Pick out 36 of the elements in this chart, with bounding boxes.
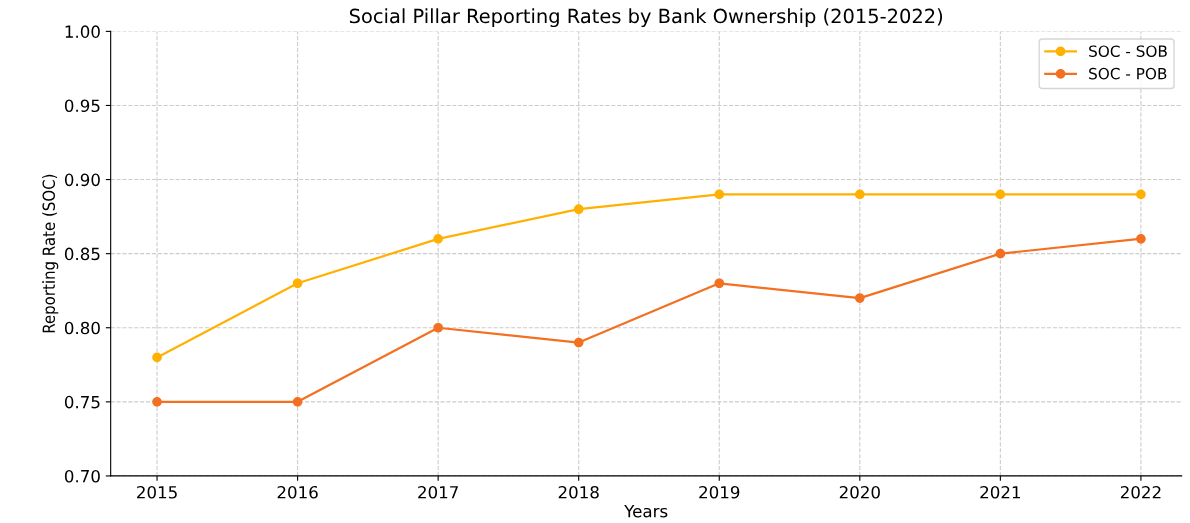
chart-title: Social Pillar Reporting Rates by Bank Ownership (2015-2022)	[349, 8, 943, 28]
point	[433, 322, 444, 333]
x-tick-label: 2021	[980, 485, 1021, 499]
x-axis-title: Years	[624, 505, 668, 518]
x-tick-label: 2022	[1120, 485, 1161, 499]
point	[292, 396, 303, 407]
point	[1136, 233, 1146, 244]
point	[714, 278, 725, 289]
point	[152, 396, 162, 407]
x-tick-label: 2018	[558, 485, 599, 499]
x-tick-label: 2015	[137, 485, 177, 499]
legend-label: SOC - SOB	[1089, 45, 1167, 57]
x-tick-label: 2016	[277, 485, 318, 499]
point	[292, 278, 303, 289]
y-axis-title: Reporting Rate (SOC)	[42, 174, 59, 333]
x-tick-label: 2019	[699, 485, 740, 499]
y-tick-label: 0.80	[64, 321, 100, 335]
point	[573, 337, 584, 348]
y-tick-label: 0.90	[64, 173, 100, 187]
point	[152, 352, 162, 363]
y-tick-label: 0.85	[64, 247, 100, 261]
point	[854, 293, 865, 303]
point	[714, 189, 725, 200]
point	[433, 233, 444, 244]
y-tick-label: 1.00	[65, 25, 100, 38]
point	[995, 248, 1006, 259]
legend-label: SOC - POB	[1089, 67, 1167, 80]
y-tick-label: 0.70	[64, 469, 100, 483]
y-tick-label: 0.75	[64, 395, 100, 409]
point	[1136, 189, 1146, 200]
x-tick-label: 2017	[418, 485, 458, 499]
point	[854, 189, 865, 200]
y-tick-label: 0.95	[64, 99, 100, 113]
point	[995, 189, 1006, 200]
point	[573, 204, 584, 215]
x-tick-label: 2020	[839, 485, 880, 499]
